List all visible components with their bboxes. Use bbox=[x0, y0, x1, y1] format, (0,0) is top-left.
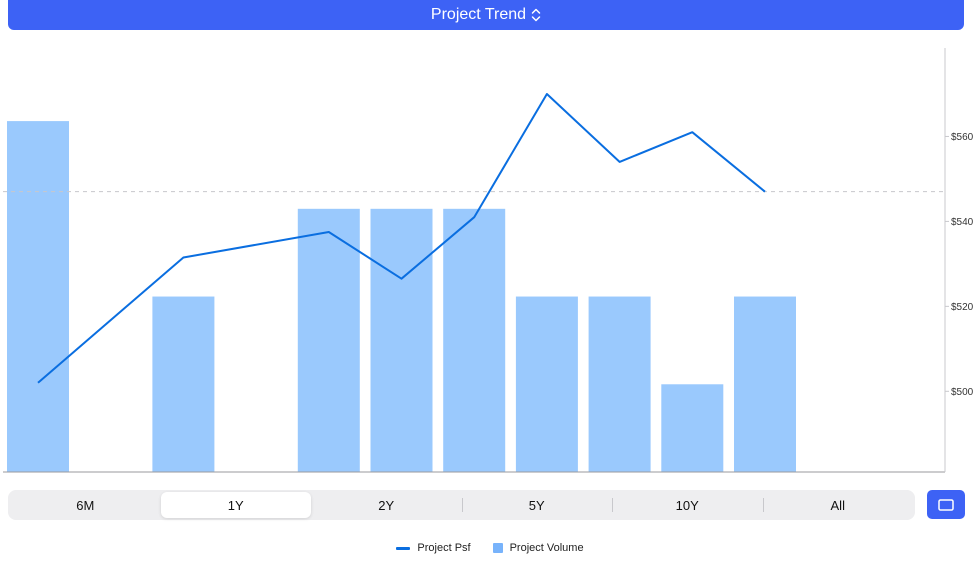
legend: Project Psf Project Volume bbox=[0, 540, 980, 556]
volume-bars bbox=[7, 121, 796, 472]
volume-bar bbox=[297, 208, 360, 472]
range-option-6m[interactable]: 6M bbox=[76, 497, 95, 513]
range-option-2y[interactable]: 2Y bbox=[378, 497, 395, 513]
legend-line-swatch bbox=[396, 546, 411, 550]
chevron-up-down-icon bbox=[531, 8, 541, 22]
range-selector: 6M 1Y 2Y 5Y 10Y All bbox=[8, 490, 915, 520]
y-tick-label: $520 bbox=[951, 302, 974, 313]
volume-bar bbox=[734, 296, 796, 472]
psf-line bbox=[37, 93, 766, 384]
range-option-1y[interactable]: 1Y bbox=[160, 492, 311, 518]
volume-bar bbox=[370, 208, 433, 472]
volume-bar bbox=[7, 121, 69, 472]
legend-label-volume: Project Volume bbox=[509, 542, 584, 554]
expand-icon bbox=[938, 498, 954, 511]
volume-bar bbox=[515, 296, 578, 472]
legend-item-volume: Project Volume bbox=[492, 542, 584, 554]
legend-label-psf: Project Psf bbox=[417, 542, 471, 554]
volume-bar bbox=[443, 208, 506, 472]
volume-bar bbox=[588, 296, 651, 472]
y-tick-label: $560 bbox=[951, 132, 974, 143]
combo-chart: $500 $520 $540 $560 bbox=[3, 48, 974, 473]
volume-bar bbox=[661, 384, 724, 472]
legend-item-psf: Project Psf bbox=[396, 542, 471, 554]
legend-bar-swatch bbox=[492, 543, 503, 553]
y-tick-label: $540 bbox=[951, 217, 974, 228]
y-axis-ticks: $500 $520 $540 $560 bbox=[945, 132, 974, 398]
chart-title-selector[interactable]: Project Trend bbox=[8, 0, 964, 30]
range-option-5y[interactable]: 5Y bbox=[461, 492, 613, 518]
range-option-10y[interactable]: 10Y bbox=[612, 492, 763, 518]
y-tick-label: $500 bbox=[951, 387, 974, 398]
range-option-all[interactable]: All bbox=[762, 492, 914, 518]
volume-bar bbox=[152, 296, 215, 472]
expand-button[interactable] bbox=[927, 490, 965, 519]
chart-title: Project Trend bbox=[430, 6, 527, 23]
